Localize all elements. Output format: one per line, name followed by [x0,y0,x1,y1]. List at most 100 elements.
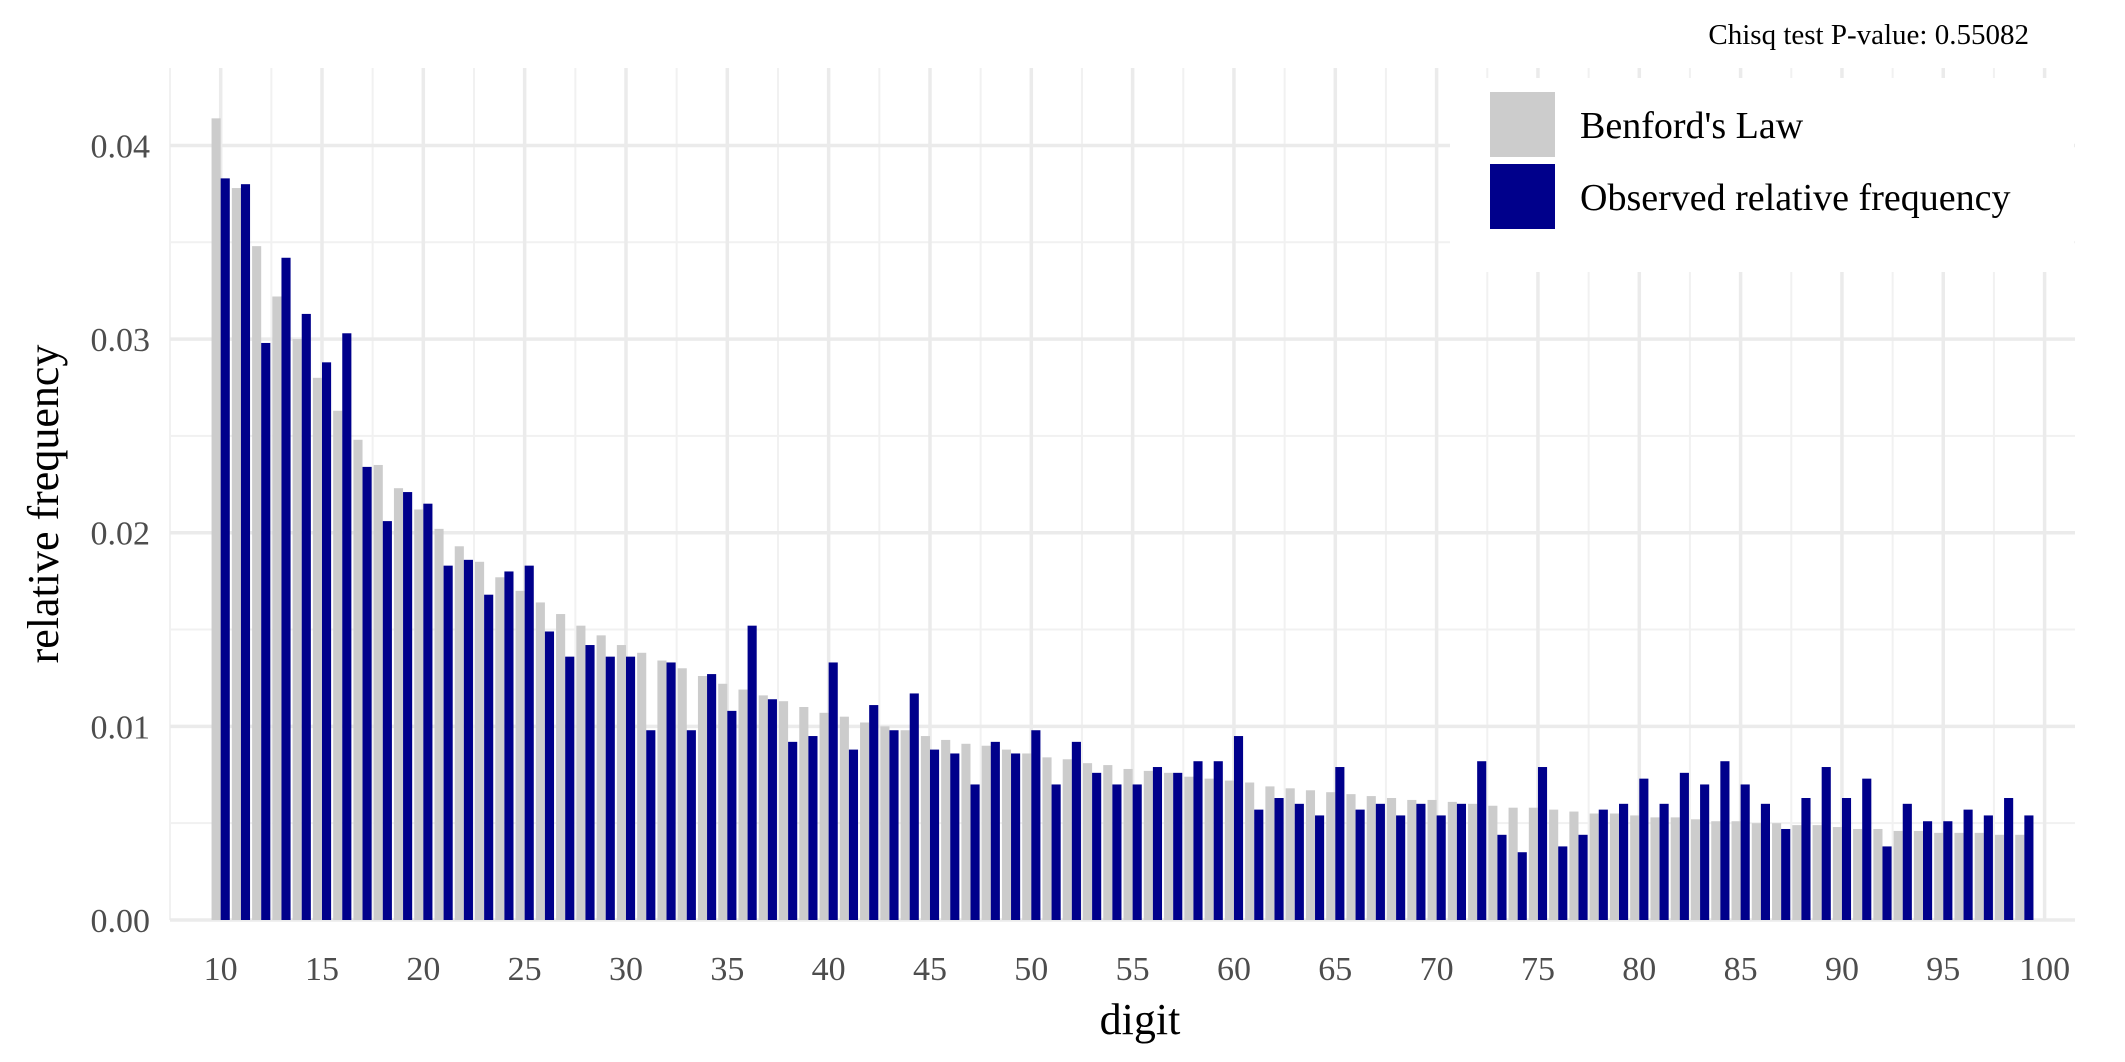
benford-bar [1407,799,1417,920]
observed-bar [1436,815,1446,920]
observed-bar [625,656,636,920]
observed-bar [767,699,777,920]
x-tick-label: 20 [406,951,440,988]
y-tick-label: 0.03 [91,322,151,359]
observed-bar [1274,798,1284,920]
benford-bar [353,439,363,920]
benford-bar [1650,817,1660,920]
benford-bar [252,246,262,921]
benford-bar [272,296,282,920]
observed-bar [1902,803,1912,920]
benford-bar [515,590,525,920]
legend: Benford's Law Observed relative frequenc… [1450,78,2074,272]
benford-bar [981,745,991,920]
y-tick-label: 0.01 [91,709,151,746]
benford-bar [860,722,870,920]
benford-bar [333,410,343,920]
observed-bar [261,342,271,920]
observed-bar [1112,784,1122,920]
benford-bar [1082,763,1093,920]
y-tick-label: 0.04 [91,128,151,165]
observed-bar [1659,803,1669,920]
x-axis-title: digit [1100,995,1181,1044]
benford-bar [312,377,322,920]
x-tick-label: 75 [1521,951,1555,988]
observed-bar [1963,809,1973,920]
benford-bar [1285,788,1295,920]
benford-bar [1913,830,1924,920]
legend-key-benford [1490,92,1555,157]
benford-bar [1488,805,1498,920]
observed-bar [646,730,656,920]
observed-bar [1781,828,1791,920]
observed-bar [808,736,818,920]
observed-bar [1497,834,1507,920]
observed-bar [362,466,372,920]
observed-bar [1578,834,1588,920]
observed-bar [970,784,980,920]
benford-bar [1245,782,1255,920]
benford-bar [535,602,545,920]
observed-bar [1456,803,1467,920]
legend-key-observed [1490,164,1555,229]
observed-bar [342,333,352,920]
observed-bar [605,656,615,920]
observed-bar [1760,803,1770,920]
observed-bar [1943,821,1953,920]
observed-bar [1882,846,1892,920]
benford-bar [292,339,302,920]
benford-bar [1427,799,1437,920]
observed-bar [1294,803,1304,920]
observed-bar [666,662,676,920]
benford-bar [434,528,444,920]
observed-bar [1355,809,1365,920]
benford-bar [1670,817,1680,920]
benford-bar [1711,821,1721,920]
observed-bar [1254,809,1264,920]
observed-bar [2024,815,2034,920]
observed-bar [747,625,757,920]
observed-bar [1173,772,1183,920]
benford-bar [616,645,626,920]
x-tick-label: 45 [913,951,947,988]
benford-bar [1609,813,1620,920]
benford-bar [880,726,890,920]
benford-bar [637,652,647,920]
observed-bar [1193,761,1203,920]
observed-bar [686,730,696,920]
x-tick-label: 15 [305,951,339,988]
benford-bar [1022,753,1032,920]
x-tick-labels: 10 15 20 25 30 35 40 45 50 55 60 65 70 75 80 85 90 95 100 [204,951,2070,988]
benford-bar [1386,798,1397,920]
x-tick-label: 85 [1724,951,1758,988]
observed-bar [1821,767,1831,920]
y-axis-title: relative frequency [19,345,68,664]
observed-bar [423,503,433,920]
benford-bar [1812,825,1822,920]
observed-bar [1092,772,1102,920]
benford-bar [718,683,728,920]
x-tick-label: 60 [1217,951,1251,988]
observed-bar [950,753,960,920]
x-tick-label: 25 [508,951,542,988]
benford-bar [1224,780,1234,920]
observed-bar [382,521,392,920]
benford-bar [1042,757,1052,920]
benford-bar [1994,834,2005,920]
observed-bar [1071,741,1081,920]
benford-bar [1184,776,1194,920]
observed-bar [1517,852,1527,920]
observed-bar [1983,815,1993,920]
benford-bar [1164,772,1174,920]
benford-bar [2015,834,2025,920]
benford-bar [1893,830,1903,920]
benford-bar [758,695,768,920]
benford-bar [1123,768,1133,920]
observed-bar [1639,778,1649,920]
benford-bar [1690,819,1701,920]
benford-bar [1853,828,1863,920]
observed-bar [788,741,798,920]
benford-bar [1001,749,1012,920]
benford-bar [454,546,464,920]
observed-bar [1375,803,1385,920]
